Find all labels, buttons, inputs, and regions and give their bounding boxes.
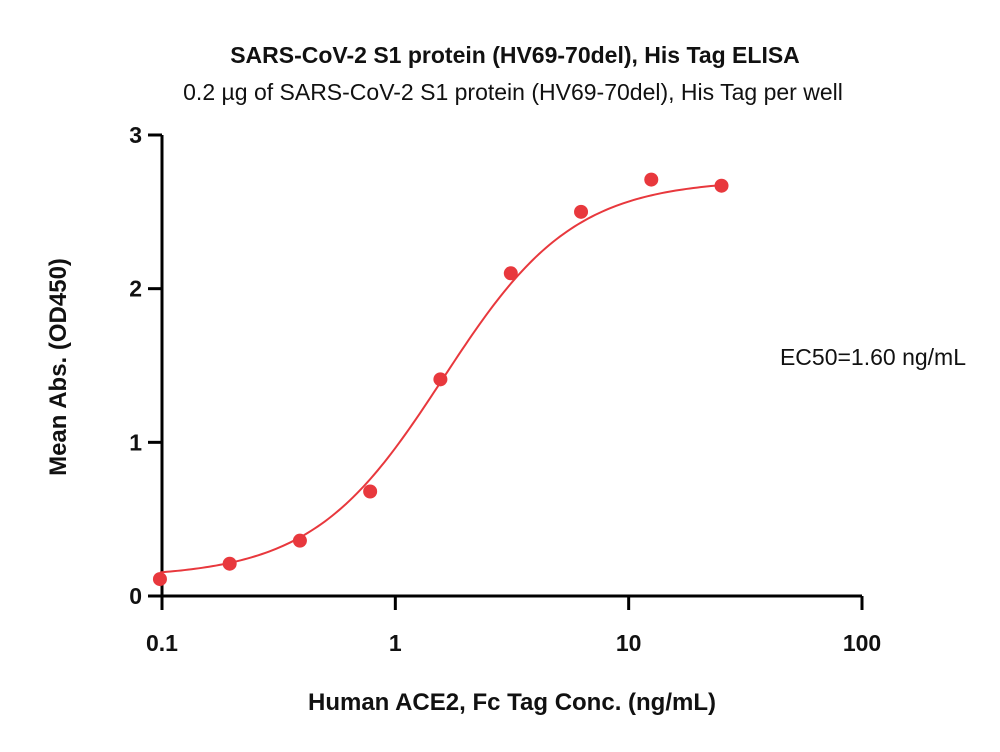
axes: 0 1 2 3 0.1 1 10 100 [129,122,881,656]
data-point [222,556,237,571]
data-point [363,484,378,499]
chart-title: SARS-CoV-2 S1 protein (HV69-70del), His … [230,42,800,68]
data-point [644,172,659,187]
y-tick-label-2: 2 [129,276,142,302]
x-axis-label: Human ACE2, Fc Tag Conc. (ng/mL) [308,689,716,716]
y-tick-label-0: 0 [129,583,142,609]
y-axis-label: Mean Abs. (OD450) [45,258,72,476]
chart-subtitle: 0.2 µg of SARS-CoV-2 S1 protein (HV69-70… [183,79,843,105]
x-tick-label-0.1: 0.1 [146,630,178,656]
data-points-layer [152,172,729,587]
data-point [714,178,729,193]
ec50-annotation: EC50=1.60 ng/mL [780,344,966,370]
data-point [433,372,448,387]
x-tick-label-10: 10 [616,630,642,656]
data-point [574,204,589,219]
x-tick-label-1: 1 [389,630,402,656]
y-tick-label-1: 1 [129,429,142,455]
data-point [152,572,167,587]
y-tick-label-3: 3 [129,122,142,148]
data-point [292,533,307,548]
x-tick-label-100: 100 [843,630,881,656]
data-point [503,266,518,281]
